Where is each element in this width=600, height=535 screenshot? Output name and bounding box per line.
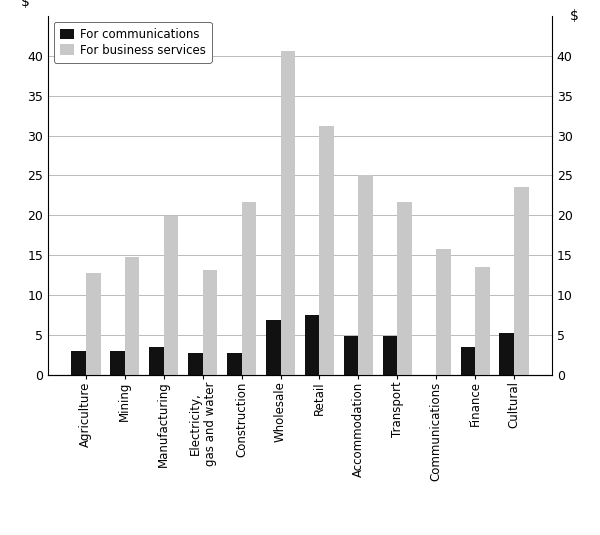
Bar — [281, 51, 295, 374]
Bar — [149, 347, 164, 374]
Bar — [397, 202, 412, 374]
Bar — [110, 350, 125, 374]
Bar — [227, 353, 242, 374]
Bar — [514, 187, 529, 374]
Bar — [461, 347, 475, 374]
Bar — [125, 257, 139, 374]
Y-axis label: $: $ — [570, 9, 579, 23]
Bar — [383, 337, 397, 374]
Bar — [475, 267, 490, 374]
Bar — [344, 337, 358, 374]
Bar — [86, 273, 101, 374]
Bar — [305, 315, 319, 374]
Y-axis label: $: $ — [21, 0, 30, 9]
Bar — [203, 270, 217, 374]
Bar — [436, 249, 451, 374]
Bar — [242, 202, 256, 374]
Legend: For communications, For business services: For communications, For business service… — [54, 22, 212, 63]
Bar — [164, 216, 178, 374]
Bar — [358, 174, 373, 374]
Bar — [266, 320, 281, 374]
Bar — [499, 333, 514, 374]
Bar — [188, 353, 203, 374]
Bar — [319, 126, 334, 374]
Bar — [71, 350, 86, 374]
